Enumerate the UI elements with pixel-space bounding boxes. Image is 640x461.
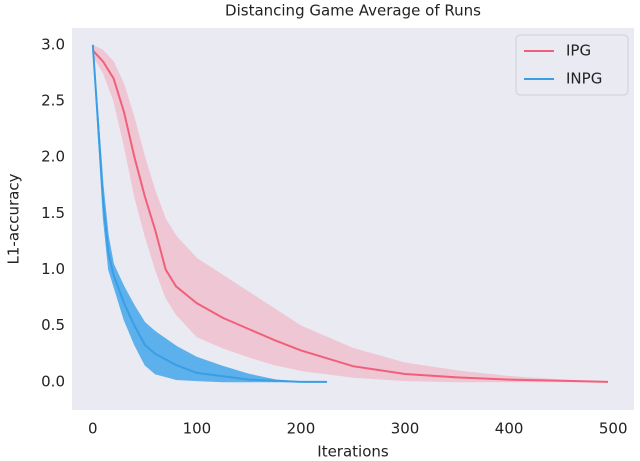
y-axis-label: L1-accuracy: [5, 173, 23, 264]
y-tick-label: 0.0: [41, 372, 65, 390]
x-tick-label: 300: [391, 420, 420, 438]
legend-label: IPG: [566, 42, 591, 60]
x-tick-label: 100: [183, 420, 212, 438]
y-tick-label: 3.0: [41, 35, 65, 53]
x-tick-label: 400: [495, 420, 524, 438]
x-tick-label: 500: [599, 420, 628, 438]
x-tick-label: 200: [287, 420, 316, 438]
chart-title: Distancing Game Average of Runs: [225, 2, 481, 20]
legend-label: INPG: [566, 70, 602, 88]
y-tick-label: 2.0: [41, 148, 65, 166]
band: [165, 217, 177, 316]
x-tick-label: 0: [88, 420, 98, 438]
line: [91, 44, 327, 383]
y-tick-label: 0.5: [41, 316, 65, 334]
x-axis-label: Iterations: [317, 443, 389, 461]
y-tick-label: 2.5: [41, 92, 65, 110]
y-tick-label: 1.0: [41, 260, 65, 278]
line: [92, 49, 609, 383]
y-tick-label: 1.5: [41, 204, 65, 222]
